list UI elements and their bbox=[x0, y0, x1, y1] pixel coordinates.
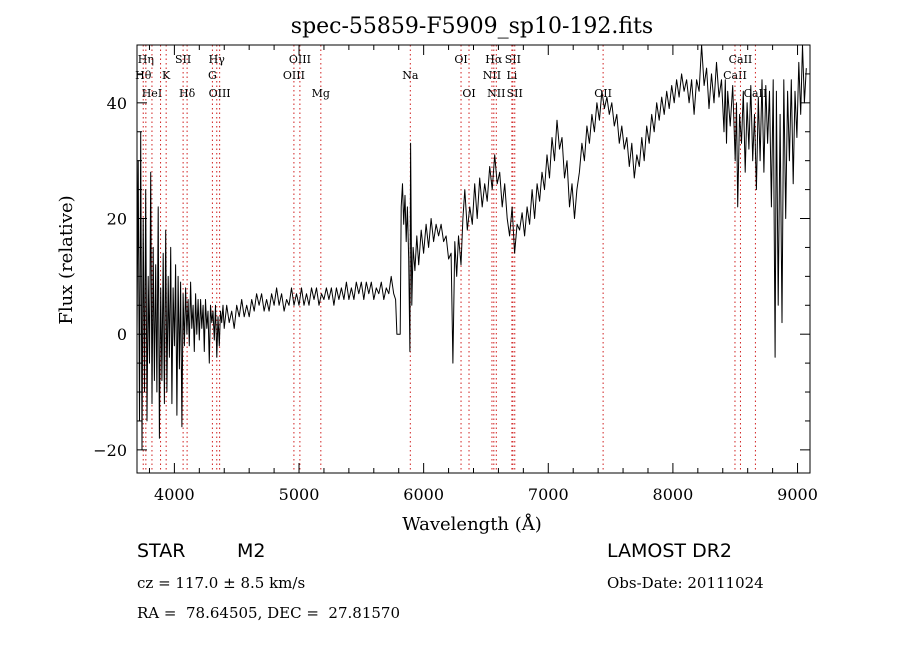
line-marker-label: OI bbox=[454, 53, 467, 66]
y-tick-label: −20 bbox=[93, 441, 127, 460]
x-tick-label: 6000 bbox=[403, 485, 444, 504]
y-tick-label: 40 bbox=[107, 94, 127, 113]
x-tick-label: 8000 bbox=[653, 485, 694, 504]
chart-title: spec-55859-F5909_sp10-192.fits bbox=[291, 14, 653, 39]
line-marker-label: CaII bbox=[723, 69, 747, 82]
line-marker-label: NII bbox=[487, 87, 505, 100]
object-subclass: M2 bbox=[237, 540, 266, 562]
line-marker-label: HeI bbox=[142, 87, 162, 100]
line-marker-label: Hη bbox=[138, 53, 154, 66]
x-tick-label: 7000 bbox=[528, 485, 569, 504]
y-axis-label: Flux (relative) bbox=[56, 195, 77, 324]
plot-frame bbox=[136, 44, 811, 474]
line-marker-label: OIII bbox=[289, 53, 311, 66]
line-marker-label: G bbox=[208, 69, 217, 82]
line-marker-label: OII bbox=[594, 87, 612, 100]
spectrum-line-0 bbox=[136, 44, 807, 451]
line-marker-label: OI bbox=[462, 87, 475, 100]
line-marker-label: SII bbox=[175, 53, 191, 66]
line-marker-label: Hδ bbox=[179, 87, 196, 100]
sky-coordinates: RA = 78.64505, DEC = 27.81570 bbox=[137, 604, 401, 622]
x-tick-label: 4000 bbox=[154, 485, 195, 504]
line-marker-label: OIII bbox=[283, 69, 305, 82]
line-marker-label: SII bbox=[507, 87, 523, 100]
line-marker-label: OIII bbox=[209, 87, 231, 100]
line-marker-label: Hα bbox=[485, 53, 503, 66]
redshift-velocity: cz = 117.0 ± 8.5 km/s bbox=[137, 574, 306, 592]
line-marker-label: CaII bbox=[744, 87, 768, 100]
line-marker-label: Hγ bbox=[209, 53, 226, 66]
line-marker-label: K bbox=[162, 69, 171, 82]
observation-date: Obs-Date: 20111024 bbox=[607, 574, 764, 592]
line-marker-label: Hθ bbox=[135, 69, 152, 82]
spectrum-series bbox=[136, 44, 807, 451]
line-marker-label: SII bbox=[505, 53, 521, 66]
line-marker-label: Li bbox=[506, 69, 517, 82]
x-axis-label: Wavelength (Å) bbox=[402, 513, 542, 535]
line-marker-label: Na bbox=[402, 69, 419, 82]
object-class: STAR bbox=[137, 540, 186, 562]
line-marker-label: NII bbox=[483, 69, 501, 82]
line-marker-label: CaII bbox=[729, 53, 753, 66]
line-marker-label: Mg bbox=[312, 87, 330, 100]
x-axis: 4000 5000 6000 7000 8000 9000 bbox=[148, 45, 818, 504]
y-tick-label: 20 bbox=[107, 210, 127, 229]
x-tick-label: 9000 bbox=[777, 485, 818, 504]
x-tick-label: 5000 bbox=[279, 485, 320, 504]
y-axis: −20 0 20 40 bbox=[93, 44, 810, 460]
survey-name: LAMOST DR2 bbox=[607, 540, 732, 562]
y-tick-label: 0 bbox=[117, 325, 127, 344]
